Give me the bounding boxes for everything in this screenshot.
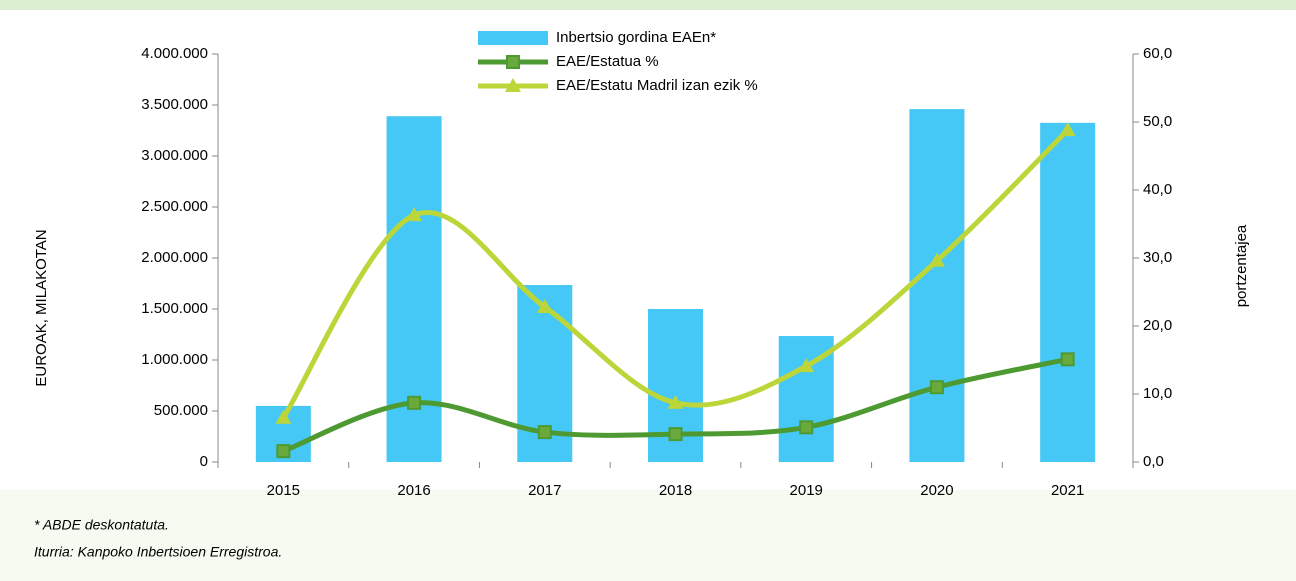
marker [276,444,291,459]
x-tick-label: 2020 [920,482,953,499]
y2-tick-label: 10,0 [1143,385,1172,402]
y2-tick-label: 30,0 [1143,249,1172,266]
legend-marker [506,55,520,69]
y-tick-label: 0 [200,453,208,470]
y2-tick-label: 0,0 [1143,453,1164,470]
y-tick-label: 500.000 [154,402,208,419]
marker [928,252,945,267]
legend-label: Inbertsio gordina EAEn* [556,29,716,46]
y2-tick-label: 20,0 [1143,317,1172,334]
y-tick-label: 1.500.000 [141,300,208,317]
legend-label: EAE/Estatu Madril izan ezik % [556,77,758,94]
y-tick-label: 2.500.000 [141,198,208,215]
y2-tick-label: 40,0 [1143,181,1172,198]
bar [1040,122,1096,462]
y2-axis-title: portzentajea [1233,224,1250,307]
y-tick-label: 4.000.000 [141,45,208,62]
marker [1060,352,1075,367]
y-tick-label: 3.000.000 [141,147,208,164]
marker [667,394,684,409]
marker [929,380,944,395]
x-tick-label: 2016 [397,482,430,499]
marker [275,409,292,424]
bar [909,109,965,462]
legend-label: EAE/Estatua % [556,53,659,70]
y-tick-label: 3.500.000 [141,96,208,113]
y-tick-label: 1.000.000 [141,351,208,368]
y2-tick-label: 50,0 [1143,113,1172,130]
marker [537,425,552,440]
top-strip [0,0,1296,10]
marker [799,420,814,435]
footnote: * ABDE deskontatuta. [34,517,169,533]
marker [407,395,422,410]
marker [536,298,553,313]
source-note: Iturria: Kanpoko Inbertsioen Erregistroa… [34,544,282,560]
legend-marker [505,78,521,92]
marker [668,427,683,442]
y-tick-label: 2.000.000 [141,249,208,266]
footer-background [0,490,1296,581]
marker [798,358,815,373]
legend-swatch [478,31,548,45]
y-axis-title: EUROAK, MILAKOTAN [33,229,50,386]
bar [386,116,442,462]
marker [406,207,423,222]
marker [1059,122,1076,137]
x-tick-label: 2015 [267,482,300,499]
x-tick-label: 2018 [659,482,692,499]
x-tick-label: 2019 [790,482,823,499]
y2-tick-label: 60,0 [1143,45,1172,62]
x-tick-label: 2017 [528,482,561,499]
x-tick-label: 2021 [1051,482,1084,499]
